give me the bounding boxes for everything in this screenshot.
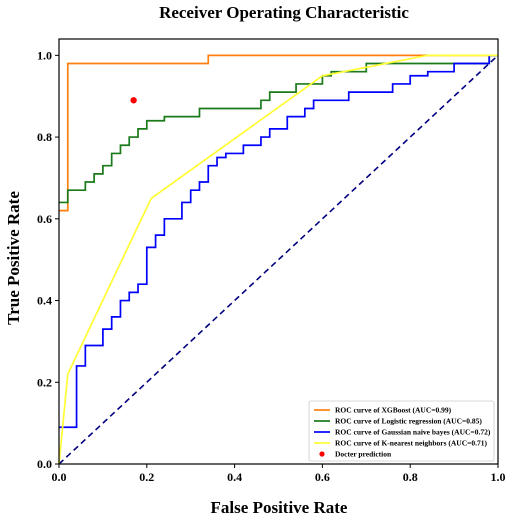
series-line-roc-curve-of-k-nearest-neighbors-auc-0-71 bbox=[58, 54, 498, 465]
y-tick-label: 0.8 bbox=[37, 130, 52, 144]
y-tick-label: 0.0 bbox=[37, 457, 52, 471]
plot-frame bbox=[58, 38, 499, 465]
x-tick-label: 1.0 bbox=[491, 470, 506, 484]
axis-ticks: 0.0 0.2 0.4 0.6 0.8 1.0 0.0 0.2 0.4 0.6 0.8 1.0 bbox=[37, 48, 506, 484]
y-tick-label: 1.0 bbox=[37, 48, 52, 62]
chart-title: Receiver Operating Characteristic bbox=[159, 3, 409, 22]
legend-entry-label: ROC curve of XGBoost (AUC=0.99) bbox=[335, 406, 452, 415]
legend: ROC curve of XGBoost (AUC=0.99) ROC curve… bbox=[308, 400, 495, 462]
series-line-roc-curve-of-logistic-regression-auc-0-85 bbox=[59, 54, 498, 204]
x-tick-label: 0.6 bbox=[315, 470, 330, 484]
legend-entry-label: ROC curve of K-nearest neighbors (AUC=0.… bbox=[335, 439, 488, 448]
legend-marker bbox=[319, 451, 325, 457]
x-axis-label: False Positive Rate bbox=[211, 498, 348, 517]
point-docter-prediction bbox=[130, 97, 137, 104]
y-tick-label: 0.6 bbox=[37, 212, 52, 226]
y-axis-label: True Positive Rate bbox=[4, 191, 23, 325]
series-line-roc-curve-of-xgboost-auc-0-99 bbox=[59, 54, 498, 212]
x-tick-label: 0.0 bbox=[52, 470, 67, 484]
legend-entry-label: ROC curve of Gaussian naive bayes (AUC=0… bbox=[335, 428, 491, 437]
y-tick-label: 0.4 bbox=[37, 294, 52, 308]
plot-area bbox=[58, 54, 499, 465]
legend-box bbox=[308, 400, 495, 462]
x-tick-label: 0.4 bbox=[227, 470, 242, 484]
legend-entry-label: Docter prediction bbox=[335, 450, 392, 459]
x-tick-label: 0.2 bbox=[139, 470, 154, 484]
y-tick-label: 0.2 bbox=[37, 375, 52, 389]
legend-entry-label: ROC curve of Logistic regression (AUC=0.… bbox=[335, 417, 482, 426]
x-tick-label: 0.8 bbox=[403, 470, 418, 484]
series-line-roc-curve-of-gaussian-naive-bayes-auc-0-72 bbox=[59, 54, 498, 429]
